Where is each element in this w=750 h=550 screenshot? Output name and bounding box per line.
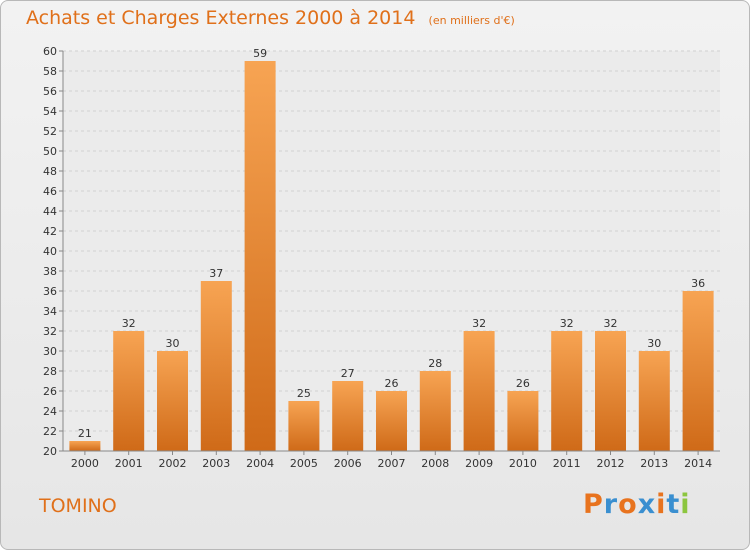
bar-2009 — [463, 331, 495, 451]
bar-2002 — [157, 351, 188, 451]
x-tick-label: 2010 — [509, 457, 537, 470]
brand-letter: P — [583, 489, 604, 520]
data-label: 26 — [385, 377, 399, 390]
data-label: 28 — [428, 357, 442, 370]
x-tick-label: 2012 — [597, 457, 625, 470]
x-tick-label: 2014 — [684, 457, 712, 470]
y-tick-label: 32 — [43, 325, 57, 338]
data-label: 26 — [516, 377, 530, 390]
bar-2011 — [551, 331, 583, 451]
y-tick-label: 50 — [43, 145, 57, 158]
data-label: 36 — [691, 277, 705, 290]
data-label: 59 — [253, 47, 267, 60]
brand-letter: i — [656, 489, 667, 520]
bar-2012 — [595, 331, 626, 451]
x-tick-label: 2002 — [159, 457, 187, 470]
y-tick-label: 44 — [43, 205, 57, 218]
bar-2007 — [376, 391, 407, 451]
bar-2008 — [419, 371, 451, 451]
y-tick-label: 54 — [43, 105, 57, 118]
data-label: 32 — [472, 317, 486, 330]
brand-logo: Proxiti — [583, 489, 691, 520]
bar-2004 — [244, 61, 276, 451]
x-tick-label: 2004 — [246, 457, 274, 470]
bar-2000 — [69, 441, 101, 451]
bar-2006 — [332, 381, 364, 451]
bar-2010 — [507, 391, 539, 451]
chart-subtitle: (en milliers d'€) — [428, 14, 515, 27]
y-tick-label: 22 — [43, 425, 57, 438]
y-tick-label: 26 — [43, 385, 57, 398]
x-tick-label: 2007 — [378, 457, 406, 470]
x-tick-label: 2003 — [202, 457, 230, 470]
x-tick-label: 2008 — [421, 457, 449, 470]
y-tick-label: 58 — [43, 65, 57, 78]
y-tick-label: 46 — [43, 185, 57, 198]
x-tick-label: 2006 — [334, 457, 362, 470]
y-tick-label: 38 — [43, 265, 57, 278]
y-tick-label: 20 — [43, 445, 57, 458]
bar-2013 — [638, 351, 670, 451]
y-tick-label: 30 — [43, 345, 57, 358]
bar-2014 — [682, 291, 714, 451]
x-tick-label: 2005 — [290, 457, 318, 470]
data-label: 30 — [166, 337, 180, 350]
bar-2003 — [200, 281, 232, 451]
x-tick-label: 2000 — [71, 457, 99, 470]
brand-letter: r — [603, 489, 619, 520]
title-row: Achats et Charges Externes 2000 à 2014 (… — [26, 7, 515, 29]
data-label: 32 — [560, 317, 574, 330]
x-tick-label: 2001 — [115, 457, 143, 470]
brand-letter: x — [637, 489, 657, 520]
bar-2005 — [288, 401, 320, 451]
data-label: 25 — [297, 387, 311, 400]
y-tick-label: 40 — [43, 245, 57, 258]
data-label: 30 — [647, 337, 661, 350]
y-tick-label: 52 — [43, 125, 57, 138]
data-label: 32 — [122, 317, 136, 330]
y-tick-label: 36 — [43, 285, 57, 298]
brand-letter: o — [618, 489, 638, 520]
y-tick-label: 60 — [43, 45, 57, 58]
data-label: 37 — [209, 267, 223, 280]
commune-name: TOMINO — [39, 495, 117, 517]
brand-letter: t — [666, 489, 681, 520]
chart-title: Achats et Charges Externes 2000 à 2014 — [26, 7, 416, 29]
x-tick-label: 2011 — [553, 457, 581, 470]
data-label: 21 — [78, 427, 92, 440]
brand-letter: i — [680, 489, 691, 520]
bars: 21 32 30 37 59 25 27 26 28 32 26 32 32 30 36 — [69, 47, 714, 451]
axes: 20 22 24 26 28 30 32 34 36 38 40 42 44 46 48 50 52 54 56 58… — [43, 45, 720, 470]
y-tick-label: 48 — [43, 165, 57, 178]
y-tick-label: 34 — [43, 305, 57, 318]
bar-2001 — [113, 331, 145, 451]
data-label: 32 — [604, 317, 618, 330]
x-tick-label: 2009 — [465, 457, 493, 470]
y-tick-label: 56 — [43, 85, 57, 98]
x-tick-label: 2013 — [640, 457, 668, 470]
y-tick-label: 24 — [43, 405, 57, 418]
data-label: 27 — [341, 367, 355, 380]
y-tick-label: 28 — [43, 365, 57, 378]
y-tick-label: 42 — [43, 225, 57, 238]
